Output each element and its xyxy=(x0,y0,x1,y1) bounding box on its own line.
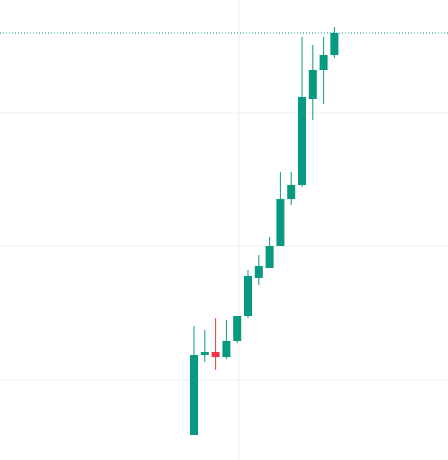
candle-body xyxy=(211,352,220,357)
candle-body xyxy=(319,55,328,70)
candle-body xyxy=(244,276,252,316)
candle-body xyxy=(308,70,317,99)
candle-body xyxy=(298,97,306,185)
candle-body xyxy=(265,246,274,268)
candle-body xyxy=(190,355,198,435)
candle-body xyxy=(222,341,231,357)
candle-body xyxy=(287,185,296,199)
candle-body xyxy=(330,33,339,55)
candle-body xyxy=(200,352,209,355)
candle-body xyxy=(254,266,263,278)
candle-body xyxy=(233,316,242,341)
candle-body xyxy=(276,199,285,246)
